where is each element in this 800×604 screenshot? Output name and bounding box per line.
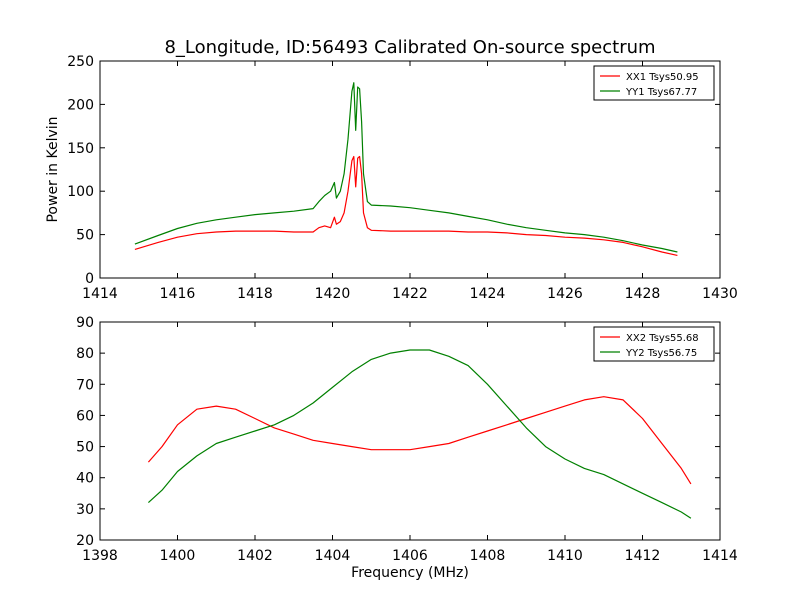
y-tick-label: 100 [67,184,94,200]
series-line-xx2 [147,396,692,485]
x-axis-label: Frequency (MHz) [351,565,469,581]
legend: XX1 Tsys50.95 YY1 Tsys67.77 [593,65,715,101]
x-tick-label: 1420 [315,286,351,302]
x-tick-label: 1408 [470,548,506,564]
y-tick-label: 250 [67,54,94,70]
series-line-yy1 [134,82,678,253]
x-tick-label: 1426 [547,286,583,302]
x-tick-label: 1406 [392,548,428,564]
x-tick-label: 1414 [82,286,118,302]
legend-entry: YY2 Tsys56.75 [625,348,697,359]
x-tick-label: 1398 [82,548,118,564]
x-tick-label: 1430 [702,286,738,302]
x-tick-label: 1412 [625,548,661,564]
y-tick-label: 200 [67,97,94,113]
subplot-2: 1398 1400 1402 1404 1406 1408 1410 1412 1414 20 30… [76,315,738,581]
legend-box [593,326,715,362]
x-tick-label: 1428 [625,286,661,302]
x-tick-label: 1400 [160,548,196,564]
y-tick-label: 90 [76,315,94,331]
x-tick-label: 1404 [315,548,351,564]
y-tick-label: 40 [76,471,94,487]
legend: XX2 Tsys55.68 YY2 Tsys56.75 [593,326,715,362]
series-line-yy2 [147,349,692,519]
x-tick-label: 1422 [392,286,428,302]
legend-box [593,65,715,101]
x-tick-label: 1410 [547,548,583,564]
x-tick-label: 1418 [237,286,273,302]
x-tick-label: 1416 [160,286,196,302]
y-tick-label: 30 [76,502,94,518]
chart-title: 8_Longitude, ID:56493 Calibrated On-sour… [164,37,655,58]
y-tick-label: 150 [67,141,94,157]
y-tick-label: 60 [76,408,94,424]
x-tick-label: 1424 [470,286,506,302]
y-tick-label: 80 [76,346,94,362]
y-tick-label: 50 [76,228,94,244]
legend-entry: XX2 Tsys55.68 [626,333,699,344]
y-tick-label: 0 [85,271,94,287]
x-tick-label: 1414 [702,548,738,564]
y-tick-label: 50 [76,440,94,456]
y-tick-label: 20 [76,533,94,549]
y-tick-label: 70 [76,377,94,393]
legend-entry: XX1 Tsys50.95 [626,72,699,83]
legend-entry: YY1 Tsys67.77 [625,87,697,98]
series-line-xx1 [134,155,678,256]
y-axis-label: Power in Kelvin [45,116,61,222]
x-tick-label: 1402 [237,548,273,564]
subplot-1: 1414 1416 1418 1420 1422 1424 1426 1428 1430 0 50 1… [45,54,738,302]
